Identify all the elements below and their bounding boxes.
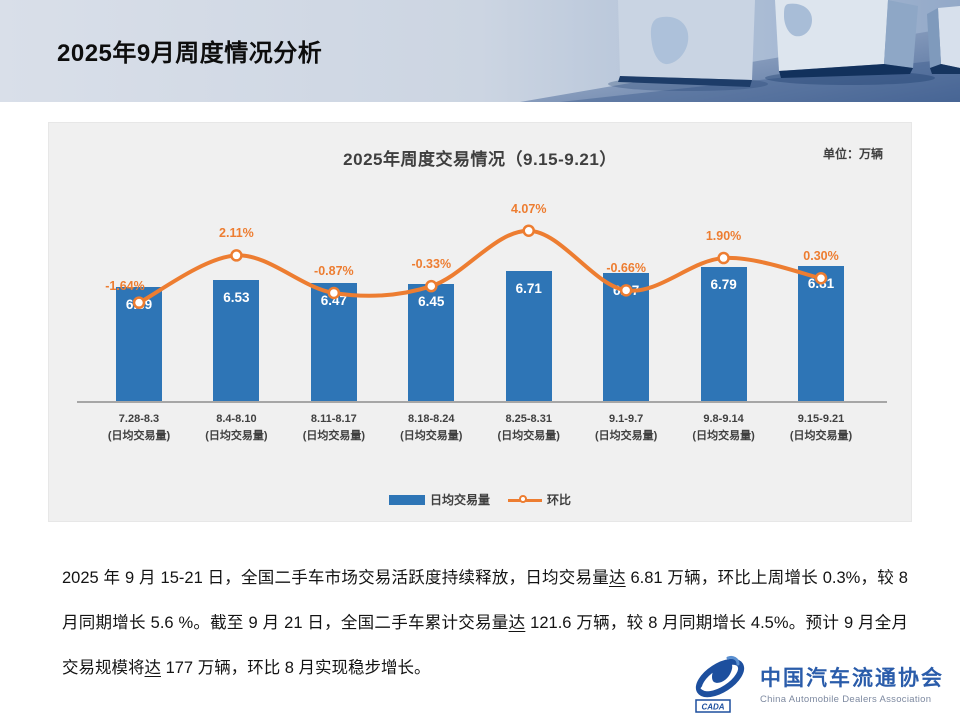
category-label: 9.1-9.7 (日均交易量) <box>594 413 658 442</box>
category-label: 8.4-8.10 (日均交易量) <box>205 413 268 442</box>
category-label: 7.28-8.3 (日均交易量) <box>107 413 171 442</box>
pct-data-label: 4.07% <box>510 201 547 216</box>
bar <box>408 283 455 401</box>
cada-logo: CADA 中国汽车流通协会 China Automobile Dealers A… <box>688 652 944 714</box>
bar <box>310 282 357 401</box>
weekly-trade-chart: 2025年周度交易情况（9.15-9.21） 单位：万辆 6.397.28-8.… <box>48 122 912 522</box>
bar <box>213 279 260 401</box>
line-marker <box>230 249 243 262</box>
pct-data-label: -1.64% <box>105 278 145 293</box>
chart-title: 2025年周度交易情况（9.15-9.21） <box>343 150 617 169</box>
legend-item-line: 环比 <box>508 491 571 508</box>
pct-data-label: 2.11% <box>219 226 254 241</box>
legend-item-bar: 日均交易量 <box>388 491 490 508</box>
logo-name-en: China Automobile Dealers Association <box>760 693 932 705</box>
body-text-segment: 177 万辆，环比 8 月实现稳步增长。 <box>161 659 431 677</box>
category-label: 8.25-8.31 (日均交易量) <box>497 413 560 442</box>
page-title: 2025年9月周度情况分析 <box>57 40 323 67</box>
bar-value-label: 6.79 <box>710 276 737 292</box>
line-marker <box>132 296 146 309</box>
body-text-segment: 2025 年 9 月 15-21 日，全国二手车市场交易活跃度持续释放，日均交易… <box>62 569 609 587</box>
decorative-cubes-graphic <box>520 0 960 102</box>
legend-label: 环比 <box>547 493 572 507</box>
x-axis-line <box>77 401 887 403</box>
chart-plot-area: 6.397.28-8.3(日均交易量)6.538.4-8.10(日均交易量)6.… <box>49 123 913 523</box>
legend-label: 日均交易量 <box>429 493 490 507</box>
bar <box>798 265 844 401</box>
pct-data-label: 1.90% <box>705 229 742 244</box>
pct-data-label: -0.66% <box>606 261 646 276</box>
header-banner: 2025年9月周度情况分析 <box>0 0 960 102</box>
bar <box>700 266 747 401</box>
category-label: 8.11-8.17 (日均交易量) <box>302 413 366 442</box>
bar-series-swatch <box>388 494 425 505</box>
bar-value-label: 6.47 <box>320 292 347 308</box>
cada-logo-text: 中国汽车流通协会 China Automobile Dealers Associ… <box>760 662 944 705</box>
body-text-segment: 6.81 万辆，环比上周增长 0.3%，较 8 月同期增长 5.6 %。截至 9… <box>62 569 908 632</box>
chart-unit-label: 单位：万辆 <box>822 147 883 161</box>
cada-emblem-text: CADA <box>701 703 724 712</box>
line-marker <box>619 284 633 297</box>
body-text-segment: 121.6 万辆，较 8 月同期增长 4.5%。预计 9 月全月交易规模将 <box>62 614 908 677</box>
underlined-text: 达 <box>508 614 526 632</box>
bar <box>505 270 552 401</box>
line-marker <box>522 224 535 237</box>
summary-paragraph: 2025 年 9 月 15-21 日，全国二手车市场交易活跃度持续释放，日均交易… <box>62 556 908 691</box>
line-marker <box>425 279 438 293</box>
line-series <box>132 224 828 309</box>
pct-data-label: -0.87% <box>314 263 354 278</box>
chart-legend: 日均交易量 环比 <box>49 491 911 508</box>
underlined-text: 达 <box>144 659 162 677</box>
line-marker <box>717 251 730 265</box>
underlined-text: 达 <box>608 569 626 587</box>
pct-data-label: -0.33% <box>411 257 452 272</box>
pct-data-label: 0.30% <box>803 249 839 264</box>
category-label: 8.18-8.24 (日均交易量) <box>400 413 463 442</box>
line-marker <box>814 271 828 285</box>
category-label: 9.8-9.14 (日均交易量) <box>692 413 755 442</box>
line-series-swatch <box>508 494 542 505</box>
bar-value-label: 6.45 <box>418 293 445 309</box>
logo-name-cn: 中国汽车流通协会 <box>760 665 944 690</box>
line-path <box>138 228 822 305</box>
cada-emblem-icon: CADA <box>688 652 752 714</box>
line-marker <box>327 286 341 300</box>
bar-value-label: 6.71 <box>515 280 542 296</box>
category-label: 9.15-9.21 (日均交易量) <box>789 413 853 442</box>
bar-value-label: 6.53 <box>223 289 250 305</box>
